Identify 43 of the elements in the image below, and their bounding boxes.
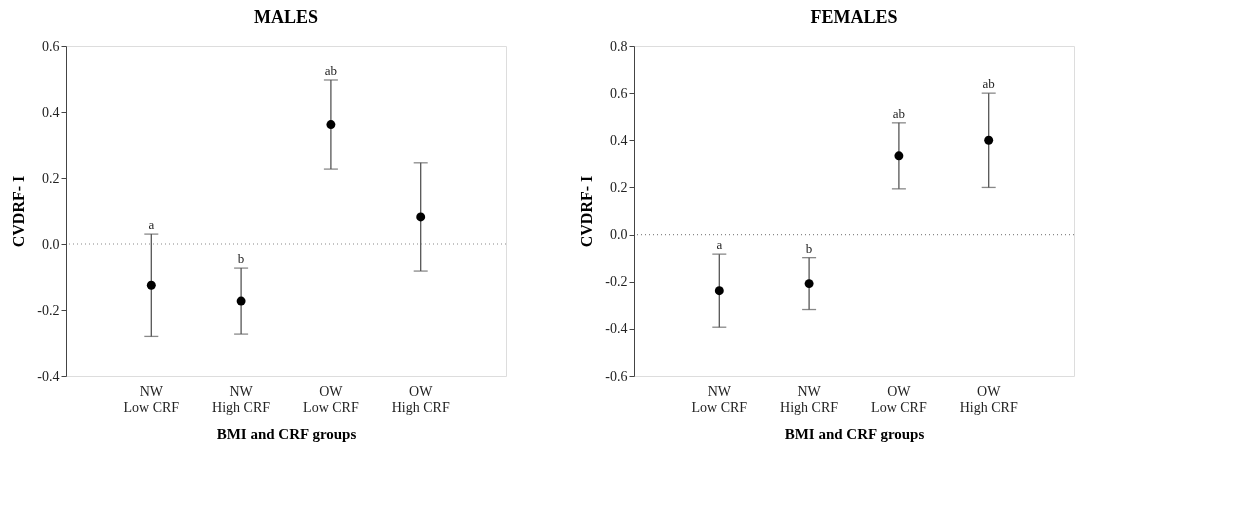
point bbox=[804, 279, 814, 289]
point bbox=[894, 151, 904, 161]
y-tick-label: -0.4 bbox=[37, 368, 60, 384]
annotation: ab bbox=[324, 62, 338, 78]
x-tick-label: OW Low CRF bbox=[871, 383, 927, 415]
x-tick-label: NW High CRF bbox=[780, 383, 839, 415]
annotation: ab bbox=[892, 105, 906, 121]
x-tick-label: NW High CRF bbox=[212, 383, 271, 415]
y-tick-label: 0.6 bbox=[610, 85, 628, 101]
x-tick-label: NW Low CRF bbox=[123, 383, 180, 415]
point bbox=[984, 135, 994, 145]
y-tick-label: 0.6 bbox=[42, 38, 60, 54]
chart-title: FEMALES bbox=[810, 7, 898, 27]
y-tick-label: 0.4 bbox=[42, 104, 60, 120]
x-tick-label: OW Low CRF bbox=[303, 383, 359, 415]
x-axis-title: BMI and CRF groups bbox=[784, 425, 925, 442]
y-tick-label: 0.2 bbox=[610, 179, 628, 195]
chart-title: MALES bbox=[253, 7, 319, 27]
x-axis-title: BMI and CRF groups bbox=[216, 425, 357, 442]
point bbox=[146, 280, 156, 290]
annotation: b bbox=[805, 240, 813, 256]
y-tick-label: 0.8 bbox=[610, 38, 628, 54]
y-tick-label: -0.2 bbox=[605, 274, 628, 290]
x-tick-label: OW High CRF bbox=[959, 383, 1018, 415]
y-tick-label: 0.4 bbox=[610, 132, 628, 148]
annotation: b bbox=[237, 251, 245, 267]
annotation: a bbox=[716, 237, 723, 253]
y-axis-title: CVDRF- I bbox=[578, 175, 596, 248]
x-tick-label: NW Low CRF bbox=[691, 383, 748, 415]
y-tick-label: 0.0 bbox=[42, 236, 60, 252]
x-tick-label: OW High CRF bbox=[391, 383, 450, 415]
y-tick-label: 0.2 bbox=[42, 170, 60, 186]
y-tick-label: -0.4 bbox=[605, 321, 628, 337]
y-tick-label: -0.6 bbox=[605, 368, 628, 384]
y-axis-title: CVDRF- I bbox=[10, 175, 28, 248]
point bbox=[416, 212, 426, 222]
point bbox=[326, 120, 336, 129]
annotation: ab bbox=[982, 76, 995, 92]
point bbox=[714, 286, 724, 296]
annotation: a bbox=[148, 217, 155, 233]
y-tick-label: 0.0 bbox=[610, 227, 628, 243]
y-tick-label: -0.2 bbox=[37, 302, 60, 318]
point bbox=[236, 296, 246, 306]
